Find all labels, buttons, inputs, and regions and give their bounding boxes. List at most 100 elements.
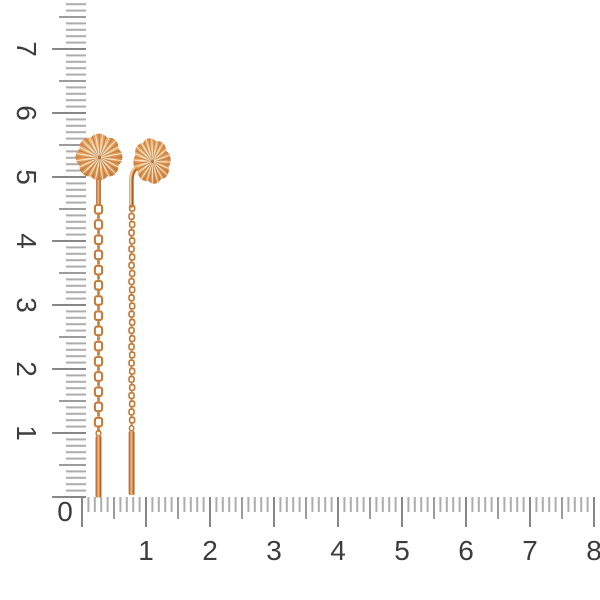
v-ruler-tick: [66, 323, 86, 326]
h-ruler-label: 6: [458, 535, 474, 566]
v-ruler-label: 7: [11, 41, 42, 57]
h-ruler-tick: [516, 497, 519, 512]
flower-groove: [99, 148, 123, 159]
flower-groove: [152, 160, 170, 174]
v-ruler-tick: [66, 259, 86, 262]
h-ruler-tick: [375, 497, 378, 512]
h-ruler-tick: [113, 497, 115, 519]
flower-groove: [90, 133, 101, 158]
h-ruler-tick: [503, 497, 506, 512]
flower-groove: [75, 148, 100, 159]
chain-connector: [130, 268, 133, 271]
right-earring: [128, 137, 172, 495]
h-ruler-tick: [125, 497, 128, 512]
v-ruler-tick: [66, 419, 86, 422]
v-ruler-tick: [66, 412, 86, 415]
h-ruler-tick: [279, 497, 282, 512]
h-ruler-tick: [593, 497, 595, 527]
h-ruler-tick: [420, 497, 423, 512]
h-ruler-tick: [285, 497, 288, 512]
chain-link: [93, 219, 104, 230]
h-ruler-tick: [407, 497, 410, 512]
v-ruler-tick: [66, 67, 86, 70]
h-ruler-tick: [413, 497, 416, 512]
h-ruler-tick: [535, 497, 538, 512]
h-ruler-tick: [106, 497, 109, 512]
chain-link: [93, 325, 104, 337]
v-ruler-tick: [66, 163, 86, 166]
h-ruler-tick: [145, 497, 147, 527]
v-ruler-tick: [66, 41, 86, 44]
threader-bar: [95, 436, 102, 498]
v-ruler-tick: [66, 54, 86, 57]
v-ruler-tick: [52, 112, 86, 114]
chain-link: [128, 375, 135, 383]
flower-groove: [98, 133, 108, 158]
h-ruler-label: 3: [266, 535, 282, 566]
v-ruler-tick: [59, 464, 86, 466]
v-ruler-tick: [66, 22, 86, 25]
chain-connector: [97, 275, 100, 280]
flower-groove: [134, 160, 153, 172]
h-ruler-tick: [356, 497, 359, 512]
flower-groove: [152, 144, 167, 162]
chain-connector: [130, 406, 133, 410]
chain-connector: [130, 309, 133, 312]
chain-link: [128, 237, 136, 245]
flower-stud: [75, 133, 123, 181]
flower-groove: [152, 157, 172, 163]
chain-link: [93, 249, 104, 261]
h-ruler-tick: [465, 497, 467, 527]
threader-bar: [128, 431, 135, 495]
v-ruler-tick: [52, 368, 86, 370]
flower-groove: [152, 161, 156, 185]
v-ruler-tick: [66, 444, 86, 447]
v-ruler-label: 3: [11, 297, 42, 313]
flower-stud: [132, 137, 172, 185]
h-ruler-label: 4: [330, 535, 346, 566]
chain-link: [93, 295, 104, 306]
chain-connector: [97, 229, 100, 235]
h-ruler-tick: [362, 497, 365, 512]
chain-link: [128, 253, 136, 261]
h-ruler-label: 2: [202, 535, 218, 566]
horizontal-ruler: 1 2 3 4 5 6 7 8: [81, 497, 600, 566]
flower-groove: [75, 156, 100, 159]
h-ruler-tick: [253, 497, 256, 512]
v-ruler-tick: [66, 342, 86, 345]
h-ruler-tick: [305, 497, 307, 519]
v-ruler-tick: [59, 400, 86, 402]
v-ruler-tick: [66, 476, 86, 479]
chain-link: [128, 400, 136, 408]
chain-link: [128, 343, 135, 351]
h-ruler-tick: [426, 497, 429, 512]
v-ruler-tick: [66, 316, 86, 319]
v-ruler-tick: [66, 483, 86, 486]
v-ruler-tick: [66, 278, 86, 281]
v-ruler-tick: [59, 80, 86, 82]
h-ruler-tick: [81, 497, 83, 527]
h-ruler-tick: [343, 497, 346, 512]
h-ruler-tick: [522, 497, 525, 512]
h-ruler-tick: [292, 497, 295, 512]
h-ruler-tick: [241, 497, 243, 519]
v-ruler-tick: [52, 432, 86, 434]
h-ruler-tick: [87, 497, 90, 512]
chain-connector: [130, 325, 133, 328]
h-ruler-tick: [311, 497, 314, 512]
chain-link: [128, 277, 135, 286]
h-ruler-tick: [93, 497, 96, 512]
v-ruler-tick: [59, 272, 86, 274]
ear-post: [96, 174, 101, 205]
chain-connector: [130, 284, 133, 288]
h-ruler-label: 5: [394, 535, 410, 566]
chain-link: [93, 234, 104, 246]
v-ruler-tick: [66, 35, 86, 38]
v-ruler-tick: [52, 240, 86, 242]
v-ruler-tick: [66, 9, 86, 12]
v-ruler-tick: [66, 387, 86, 390]
chain-connector: [97, 336, 100, 341]
h-ruler-tick: [330, 497, 333, 512]
v-ruler-tick: [66, 451, 86, 454]
